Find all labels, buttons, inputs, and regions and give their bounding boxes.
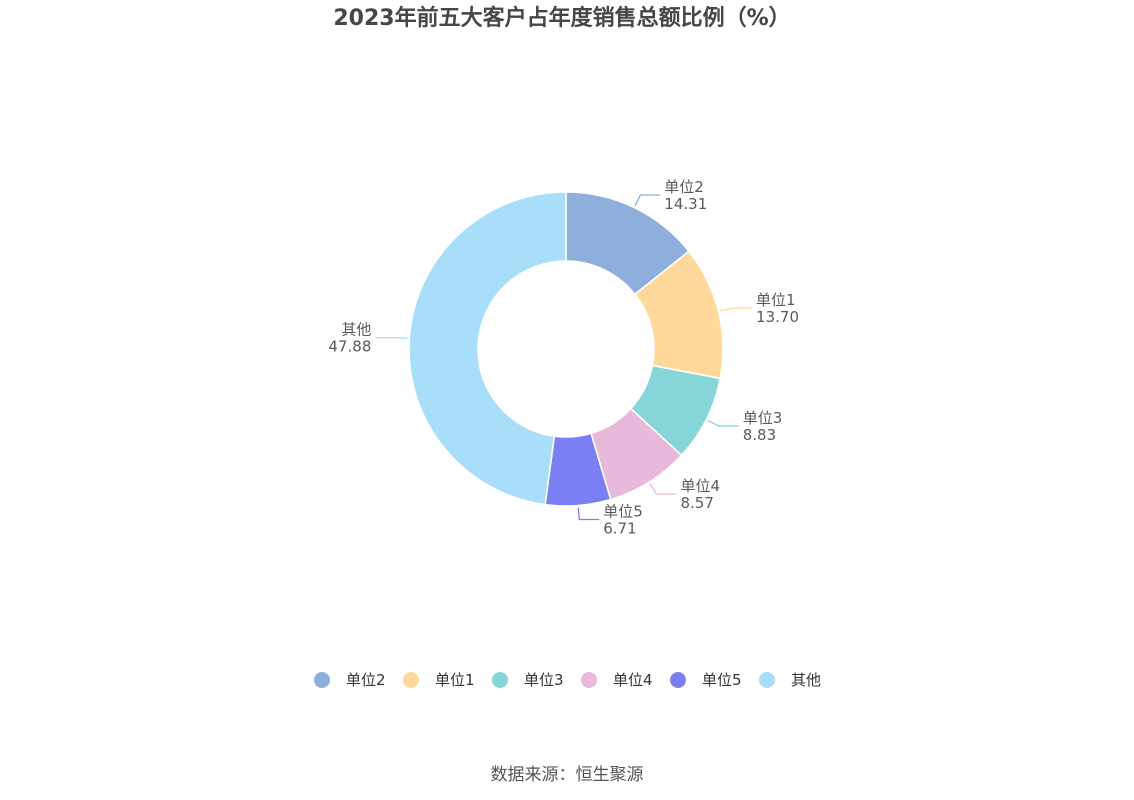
leader-line-5 [577,507,600,521]
slice-label-value-1: 14.31 [664,195,707,213]
legend-label-1: 单位2 [346,671,386,689]
legend-label-4: 单位4 [613,671,653,689]
chart-title: 2023年前五大客户占年度销售总额比例（%） [333,5,790,31]
legend-swatch-2 [403,672,419,688]
slice-label-value-5: 6.71 [603,519,636,537]
slice-label-value-6: 47.88 [328,338,371,356]
source-note: 数据来源：恒生聚源 [491,765,644,785]
slice-label-name-1: 单位2 [664,178,704,196]
slice-label-name-4: 单位4 [680,477,720,495]
slice-label-name-6: 其他 [341,321,371,339]
legend-item-2[interactable]: 单位1 [403,671,475,689]
legend-item-3[interactable]: 单位3 [492,671,564,689]
legend-item-4[interactable]: 单位4 [581,671,653,689]
legend-swatch-4 [581,672,597,688]
donut-slices [408,191,724,507]
slice-label-name-2: 单位1 [756,291,796,309]
legend-item-6[interactable]: 其他 [759,671,821,689]
slice-label-name-5: 单位5 [603,502,643,520]
legend-item-5[interactable]: 单位5 [670,671,742,689]
slice-label-value-3: 8.83 [743,426,776,444]
slice-label-value-4: 8.57 [680,494,713,512]
legend-label-2: 单位1 [435,671,475,689]
leader-line-6 [375,336,408,340]
legend-swatch-5 [670,672,686,688]
legend-item-1[interactable]: 单位2 [314,671,386,689]
leader-line-4 [649,483,677,495]
slice-label-value-2: 13.70 [756,308,799,326]
legend-label-6: 其他 [791,671,821,689]
legend-swatch-1 [314,672,330,688]
leader-line-2 [720,307,753,312]
donut-slice-6[interactable] [408,191,567,506]
legend-label-3: 单位3 [524,671,564,689]
legend: 单位2 单位1 单位3 单位4 单位5 其他 [314,671,821,689]
legend-swatch-3 [492,672,508,688]
slice-label-name-3: 单位3 [743,409,783,427]
leader-line-1 [634,194,661,207]
leader-line-3 [707,419,739,427]
legend-swatch-6 [759,672,775,688]
legend-label-5: 单位5 [702,671,742,689]
